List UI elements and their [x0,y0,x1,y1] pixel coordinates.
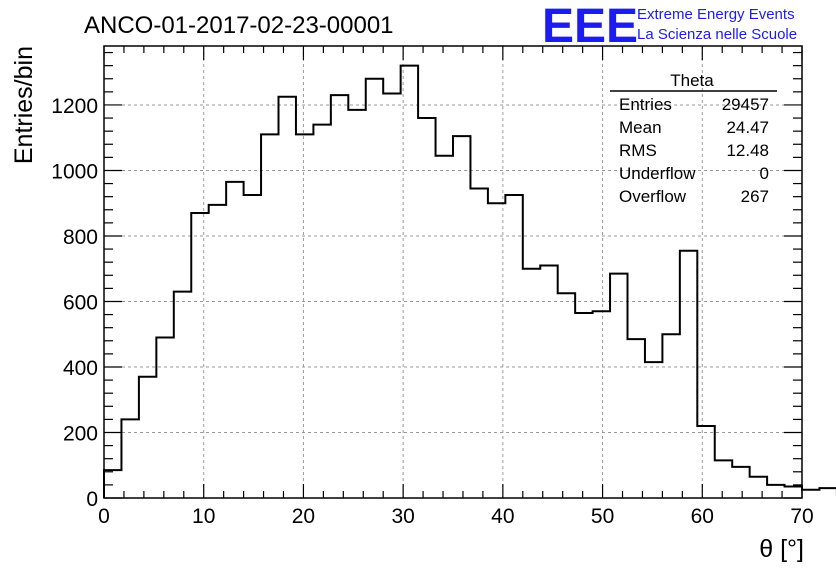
stats-title: Theta [670,71,714,90]
stats-box: Theta Entries 29457 Mean 24.47 RMS 12.48 Under… [610,71,777,206]
x-tick-labels: 0 10 20 30 40 50 60 70 [98,505,814,528]
stats-value: 267 [741,187,769,206]
x-tick-label: 30 [391,505,414,528]
chart-title: ANCO-01-2017-02-23-00001 [84,12,394,39]
stats-value: 29457 [722,95,769,114]
plot-frame [103,45,803,499]
stats-value: 24.47 [726,118,769,137]
stats-label: RMS [619,141,657,160]
x-tick-label: 10 [192,505,215,528]
y-tick-label: 1000 [51,160,98,183]
y-tick-label: 400 [63,357,98,380]
x-tick-label: 70 [790,505,813,528]
x-tick-label: 60 [691,505,714,528]
y-tick-labels: 0 200 400 600 800 1000 1200 [51,95,98,511]
logo-mark: EEE [542,0,638,53]
grid-lines [104,46,802,498]
stats-rows: Entries 29457 Mean 24.47 RMS 12.48 Underflow 0 O… [619,95,769,206]
stats-label: Overflow [619,187,687,206]
x-tick-label: 0 [98,505,110,528]
y-axis-label: Entries/bin [10,46,38,164]
stats-value: 0 [760,164,769,183]
stats-label: Underflow [619,164,696,183]
x-tick-label: 50 [591,505,614,528]
histogram-series [103,64,836,498]
eee-logo: EEE Extreme Energy Events La Scienza nel… [542,0,797,53]
y-tick-label: 200 [63,422,98,445]
stats-label: Mean [619,118,662,137]
y-tick-label: 600 [63,291,98,314]
stats-label: Entries [619,95,672,114]
axis-ticks [103,46,803,499]
x-tick-label: 20 [292,505,315,528]
x-axis-label: θ [°] [759,535,804,563]
x-tick-label: 40 [491,505,514,528]
logo-line-1: Extreme Energy Events [637,6,795,23]
logo-line-2: La Scienza nelle Scuole [637,26,797,43]
y-tick-label: 800 [63,226,98,249]
y-tick-label: 0 [86,488,98,511]
stats-value: 12.48 [726,141,769,160]
y-tick-label: 1200 [51,95,98,118]
